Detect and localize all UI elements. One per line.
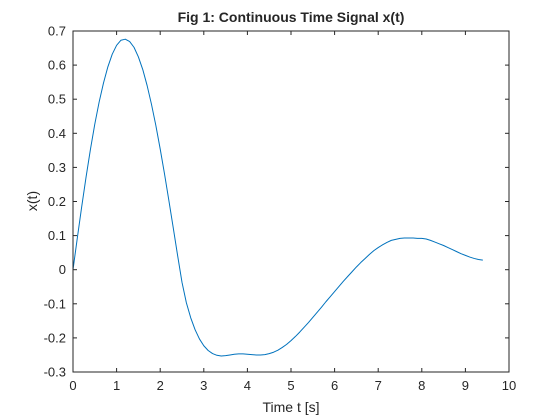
x-tick-label: 5 xyxy=(287,378,294,393)
y-tick-label: 0.5 xyxy=(48,92,66,107)
y-tick-label: 0.3 xyxy=(48,160,66,175)
y-tick-label: 0.1 xyxy=(48,228,66,243)
x-axis-label: Time t [s] xyxy=(262,399,319,415)
x-tick-label: 6 xyxy=(331,378,338,393)
x-tick-label: 8 xyxy=(418,378,425,393)
y-tick-label: 0.7 xyxy=(48,24,66,39)
axes-box xyxy=(72,30,510,373)
x-tick-label: 3 xyxy=(200,378,207,393)
series-layer xyxy=(72,38,483,357)
x-tick-label: 10 xyxy=(502,378,516,393)
x-tick-label: 2 xyxy=(157,378,164,393)
y-tick-label: 0 xyxy=(59,262,66,277)
tick-labels: 0 1 2 3 4 5 6 7 8 9 10 -0.3 -0.2 -0.1 0 0.1 0.2 0.3 0.4 0.5… xyxy=(44,24,517,394)
x-tick-label: 7 xyxy=(375,378,382,393)
x-tick-label: 4 xyxy=(244,378,251,393)
y-tick-label: 0.4 xyxy=(48,126,66,141)
x-tick-label: 0 xyxy=(69,378,76,393)
plot-area xyxy=(73,31,509,372)
series-line-0 xyxy=(72,38,483,357)
y-tick-label: -0.2 xyxy=(44,330,66,345)
y-axis-label: x(t) xyxy=(24,191,40,211)
x-tick-label: 9 xyxy=(462,378,469,393)
y-tick-label: -0.1 xyxy=(44,296,66,311)
y-tick-label: 0.2 xyxy=(48,194,66,209)
chart-title: Fig 1: Continuous Time Signal x(t) xyxy=(178,9,405,25)
x-tick-label: 1 xyxy=(113,378,120,393)
y-tick-label: 0.6 xyxy=(48,58,66,73)
y-tick-label: -0.3 xyxy=(44,365,66,380)
